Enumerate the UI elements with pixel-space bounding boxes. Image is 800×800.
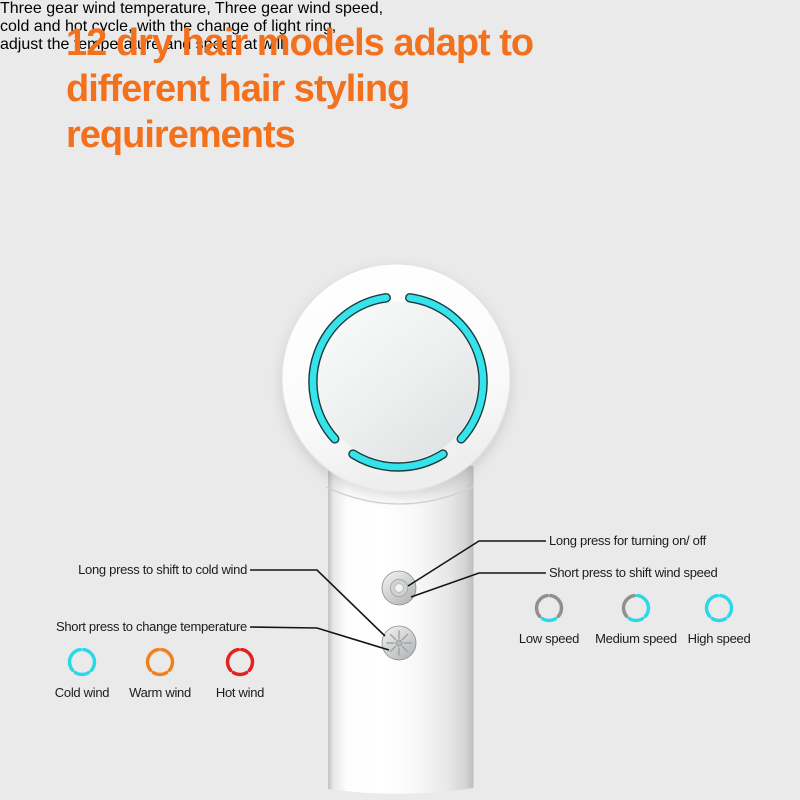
title-line: 12 dry hair models adapt to xyxy=(66,22,534,64)
callout-power-short-press: Short press to shift wind speed xyxy=(549,565,718,580)
mode-medium-speed: Medium speed xyxy=(591,593,681,646)
temperature-button-spokes xyxy=(386,630,412,656)
callout-line-power-long-press xyxy=(407,540,546,587)
high-speed-icon xyxy=(704,593,734,623)
low-speed-icon xyxy=(534,593,564,623)
title-line: different hair styling xyxy=(66,68,410,110)
mirror-face xyxy=(317,301,479,463)
mode-label: Medium speed xyxy=(595,631,677,646)
subtitle-line: cold and hot cycle, with the change of l… xyxy=(0,18,337,35)
dryer-head xyxy=(281,263,511,493)
page-title: 12 dry hair models adapt to different ha… xyxy=(66,20,534,158)
hot-wind-icon xyxy=(225,647,255,677)
subtitle-line: Three gear wind temperature, Three gear … xyxy=(0,0,384,17)
mode-warm-wind: Warm wind xyxy=(115,647,205,700)
light-ring xyxy=(308,293,488,472)
mode-label: High speed xyxy=(687,631,751,646)
mode-label: Warm wind xyxy=(129,685,191,700)
callout-line-power-short-press xyxy=(410,572,546,598)
mode-cold-wind: Cold wind xyxy=(37,647,127,700)
mode-label: Cold wind xyxy=(54,685,110,700)
mode-high-speed: High speed xyxy=(674,593,764,646)
cold-wind-icon xyxy=(67,647,97,677)
temperature-button[interactable] xyxy=(381,625,417,661)
callout-temp-long-press: Long press to shift to cold wind xyxy=(78,562,247,577)
subtitle-line: adjust the temperature and speed at will… xyxy=(0,36,289,53)
callout-temp-short-press: Short press to change temperature xyxy=(56,619,247,634)
mode-hot-wind: Hot wind xyxy=(195,647,285,700)
power-button[interactable] xyxy=(381,570,417,606)
mode-label: Low speed xyxy=(518,631,580,646)
title-line: requirements xyxy=(66,114,296,156)
mode-low-speed: Low speed xyxy=(504,593,594,646)
mode-label: Hot wind xyxy=(215,685,265,700)
callout-lines xyxy=(249,540,546,651)
medium-speed-icon xyxy=(621,593,651,623)
callout-power-long-press: Long press for turning on/ off xyxy=(549,533,706,548)
body-seam xyxy=(325,486,474,505)
callout-line-temp-long-press xyxy=(250,569,386,637)
callout-line-temp-short-press xyxy=(249,626,390,651)
warm-wind-icon xyxy=(145,647,175,677)
